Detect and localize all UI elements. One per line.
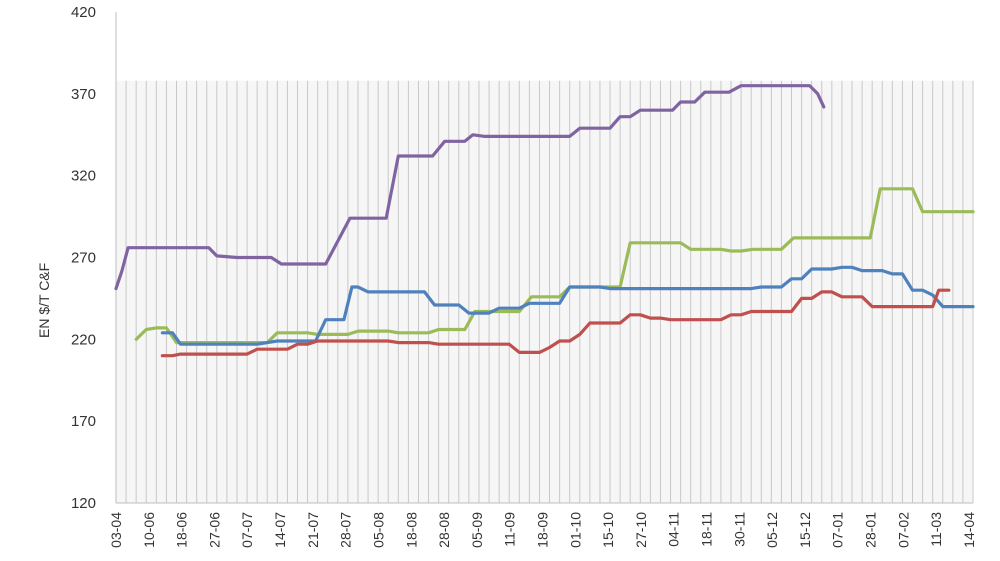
x-tick-label: 27-06 — [206, 512, 222, 548]
y-axis-title: EN $/T C&F — [36, 263, 52, 338]
x-tick-label: 21-07 — [305, 512, 321, 548]
y-tick-label: 120 — [71, 495, 96, 512]
plot-shading — [116, 80, 973, 504]
x-tick-label: 14-04 — [961, 512, 977, 548]
x-tick-label: 07-02 — [895, 512, 911, 548]
x-tick-label: 11-03 — [928, 512, 944, 547]
y-tick-labels: 120 170 220 270 320 370 420 — [71, 4, 96, 512]
x-tick-label: 14-07 — [272, 512, 288, 548]
series-lines — [114, 84, 975, 358]
x-tick-label: 04-11 — [666, 512, 682, 547]
x-tick-label: 28-01 — [863, 512, 879, 548]
x-tick-label: 18-11 — [699, 512, 715, 547]
x-tick-label: 07-01 — [830, 512, 846, 548]
x-tick-label: 28-08 — [436, 512, 452, 548]
x-tick-label: 15-10 — [600, 512, 616, 548]
series-line-1 — [114, 84, 826, 291]
y-tick-label: 420 — [71, 4, 96, 21]
x-tick-label: 11-09 — [502, 512, 518, 547]
y-tick-label: 270 — [71, 250, 96, 267]
x-tick-label: 28-07 — [338, 512, 354, 548]
x-tick-label: 15-12 — [797, 512, 813, 548]
x-tick-label: 01-10 — [567, 512, 583, 548]
x-tick-labels: 03-04 10-06 18-06 27-06 07-07 14-07 21-07 28-07… — [108, 512, 977, 548]
y-tick-label: 370 — [71, 86, 96, 103]
x-tick-label: 05-08 — [370, 512, 386, 548]
x-tick-label: 05-12 — [764, 512, 780, 548]
x-tick-label: 18-06 — [174, 512, 190, 548]
x-tick-label: 27-10 — [633, 512, 649, 548]
x-tick-label: 18-08 — [403, 512, 419, 548]
x-tick-label: 10-06 — [141, 512, 157, 548]
y-tick-label: 170 — [71, 413, 96, 430]
x-tick-label: 30-11 — [731, 512, 747, 547]
x-tick-label: 05-09 — [469, 512, 485, 548]
x-tick-label: 07-07 — [239, 512, 255, 548]
series-line-4 — [160, 288, 951, 358]
x-tick-label: 03-04 — [108, 512, 124, 548]
x-tick-label: 18-09 — [534, 512, 550, 548]
y-tick-label: 220 — [71, 331, 96, 348]
y-tick-label: 320 — [71, 168, 96, 185]
